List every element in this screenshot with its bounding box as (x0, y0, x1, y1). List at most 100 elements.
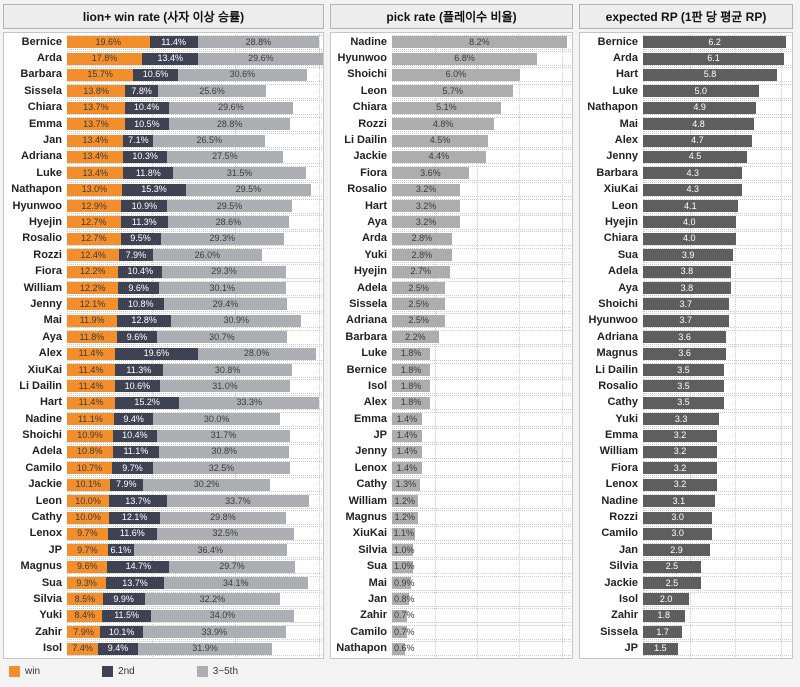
bar: 3.3 (643, 413, 720, 426)
bar: 4.5 (643, 150, 748, 163)
value-label: 9.3% (76, 577, 97, 588)
bar-track: 10.0% 13.7% 33.7% (67, 493, 322, 509)
chart-row: Shoichi 3.7 (581, 296, 791, 312)
bar-segment-2nd: 7.8% (125, 85, 159, 98)
chart-row: Lenox 9.7% 11.6% 32.5% (5, 526, 322, 542)
value-label: 1.4% (396, 462, 418, 473)
bar: 1.4% (392, 413, 422, 426)
chart-row: Nathapon 4.9 (581, 100, 791, 116)
chart-row: Aya 3.8 (581, 280, 791, 296)
bar-track: 11.4% 15.2% 33.3% (67, 395, 322, 411)
value-label: 3.8 (680, 282, 694, 293)
bar-segment-3~5th: 31.7% (156, 429, 291, 442)
bar-track: 4.5 (643, 149, 791, 165)
chart-row: Zahir 1.8 (581, 608, 791, 624)
bar-track: 3.7 (643, 296, 791, 312)
bar-track: 13.7% 10.5% 28.8% (67, 116, 322, 132)
bar: 1.4% (392, 445, 422, 458)
category-label: Shoichi (347, 68, 387, 81)
bar: 1.8% (392, 396, 431, 409)
bar: 2.5% (392, 314, 446, 327)
bar: 4.4% (392, 150, 486, 163)
chart-row: Bernice 19.6% 11.4% 28.8% (5, 34, 322, 50)
value-label: 11.3% (131, 216, 157, 227)
bar-track: 12.7% 11.3% 28.6% (67, 214, 322, 230)
bar: 4.3 (643, 167, 743, 180)
value-label: 27.5% (212, 151, 238, 162)
bar-segment-win: 9.7% (67, 527, 108, 540)
category-label: Zahir (611, 609, 638, 622)
value-label: 3.9 (681, 249, 695, 260)
category-label: Rozzi (33, 248, 62, 261)
value-label: 30.8% (214, 364, 241, 375)
value-label: 5.7% (442, 85, 463, 96)
bar-segment-2nd: 10.4% (124, 101, 169, 114)
bar-segment-3~5th: 26.0% (152, 249, 263, 262)
value-label: 4.5% (429, 135, 451, 146)
bar: 3.2 (643, 445, 717, 458)
bar-track: 12.4% 7.9% 26.0% (67, 247, 322, 263)
category-label: Barbara (345, 330, 387, 343)
bar-segment-2nd: 10.5% (124, 118, 169, 131)
gridlines (644, 34, 790, 657)
gridline (151, 34, 153, 657)
category-label: Leon (35, 494, 62, 507)
value-label: 10.9% (131, 200, 158, 211)
bar-segment-win: 10.0% (67, 495, 110, 508)
chart-row: Adriana 3.6 (581, 329, 791, 345)
value-label: 5.8 (703, 69, 717, 80)
chart-row: Nadine 3.1 (581, 493, 791, 509)
value-label: 11.1% (77, 413, 103, 424)
chart-row: Zahir 7.9% 10.1% 33.9% (5, 624, 322, 640)
category-label: Rosalio (22, 232, 62, 245)
value-label: 15.7% (87, 69, 113, 80)
bar-track: 1.4% (392, 428, 571, 444)
expected-rp-plotbox: Bernice 6.2 Arda 6.1 Hart 5.8 Luke 5.0 Nathapon 4… (579, 32, 793, 659)
chart-row: Sissela 13.8% 7.8% 25.6% (5, 83, 322, 99)
bar-segment-2nd: 7.9% (119, 249, 153, 262)
chart-row: Li Dailin 11.4% 10.6% 31.0% (5, 378, 322, 394)
bar-track: 3.0 (643, 526, 791, 542)
bar-segment-3~5th: 27.5% (166, 150, 283, 163)
value-label: 11.4% (78, 364, 104, 375)
chart-row: Isol 7.4% 9.4% 31.9% (5, 640, 322, 657)
value-label: 2.5 (665, 577, 679, 588)
bar-track: 1.0% (392, 542, 571, 558)
value-label: 11.4% (78, 380, 104, 391)
chart-row: Jackie 2.5 (581, 575, 791, 591)
bar-track: 13.7% 10.4% 29.6% (67, 100, 322, 116)
value-label: 13.4% (82, 151, 108, 162)
value-label: 2.5% (408, 315, 429, 326)
category-label: Rosalio (347, 183, 387, 196)
chart-row: Rozzi 12.4% 7.9% 26.0% (5, 247, 322, 263)
value-label: 3.2% (415, 200, 437, 211)
bar: 2.5% (392, 298, 446, 311)
value-label: 12.2% (79, 282, 106, 293)
category-label: Fiora (360, 166, 387, 179)
bar-track: 9.3% 13.7% 34.1% (67, 575, 322, 591)
category-label: Lenox (29, 527, 62, 540)
category-label: Mai (368, 576, 387, 589)
bar-track: 3.2% (392, 182, 571, 198)
chart-row: Yuki 3.3 (581, 411, 791, 427)
value-label: 30.0% (203, 413, 230, 424)
bar-track: 3.7 (643, 313, 791, 329)
chart-row: Emma 3.2 (581, 427, 791, 444)
value-label: 31.0% (212, 380, 238, 391)
bar: 3.8 (643, 282, 731, 295)
bar: 4.9 (643, 101, 757, 114)
value-label: 1.1% (393, 528, 414, 539)
value-label: 7.4% (72, 643, 93, 654)
value-label: 0.7% (394, 610, 415, 621)
bar-track: 13.8% 7.8% 25.6% (67, 83, 322, 99)
category-label: Sissela (349, 297, 387, 310)
chart-row: Arda 2.8% (332, 231, 571, 247)
panel-pick-rate: pick rate (플레이수 비율) Nadine 8.2% Hyunwoo 6.8… (330, 4, 573, 659)
chart-row: Jan 0.8% (332, 591, 571, 607)
bar-track: 4.9 (643, 100, 791, 116)
panel-expected-rp: expected RP (1판 당 평균 RP) Bernice 6.2 Arda 6… (579, 4, 793, 659)
category-label: Fiora (35, 265, 62, 278)
bar: 2.5 (643, 577, 701, 590)
category-label: Cathy (607, 396, 638, 409)
bar: 2.7% (392, 265, 450, 278)
